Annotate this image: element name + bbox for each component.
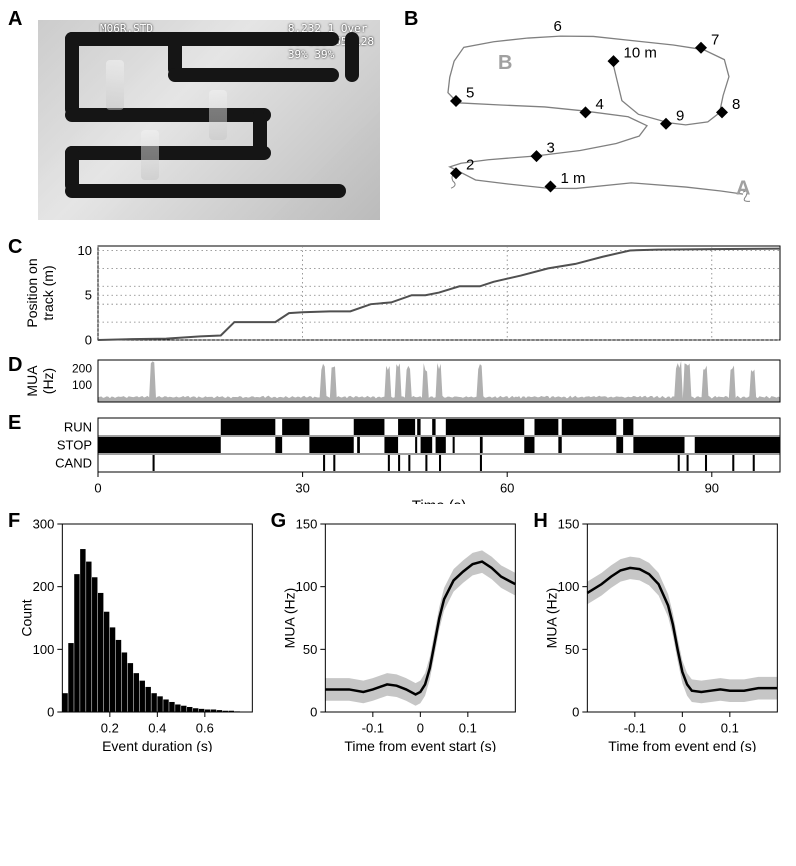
svg-text:0: 0 [679,721,686,736]
svg-text:7: 7 [711,31,719,48]
svg-text:60: 60 [500,481,514,496]
panel-D: D 100 200 MUA(Hz) [10,356,786,406]
panel-G-svg: -0.1 0 0.1 0 50 100 150 Time from event start (… [273,512,524,752]
svg-text:150: 150 [295,517,317,532]
svg-text:MUA (Hz): MUA (Hz) [544,588,560,649]
svg-text:(Hz): (Hz) [40,368,56,394]
panel-H: H -0.1 0 0.1 0 50 100 150 Time from event end (… [535,512,786,752]
svg-text:3: 3 [547,140,555,157]
svg-text:Time (s): Time (s) [412,498,466,505]
svg-text:200: 200 [33,579,55,594]
svg-text:8: 8 [732,96,740,113]
svg-text:Position on: Position on [24,258,40,327]
figure-grid: A M06R.STD 8.232 1 Over 78 123 65 128 39… [10,10,786,752]
panel-H-label: H [533,510,547,533]
svg-text:100: 100 [558,579,580,594]
svg-text:-0.1: -0.1 [361,721,383,736]
svg-text:MUA: MUA [24,365,40,397]
panel-D-svg: 100 200 MUA(Hz) [10,356,786,406]
svg-text:2: 2 [466,157,474,174]
svg-text:Time from event start (s): Time from event start (s) [344,738,496,752]
svg-text:9: 9 [676,107,684,124]
svg-text:10 m: 10 m [624,45,657,62]
panel-G-label: G [271,510,287,533]
panel-B-svg: 1 m 2 3 4 5 6 7 8 9 10 m A B [406,10,786,230]
svg-text:4: 4 [596,96,604,113]
svg-text:RUN: RUN [64,420,92,435]
panel-H-svg: -0.1 0 0.1 0 50 100 150 Time from event end (s)… [535,512,786,752]
panel-E-svg: RUN STOP CAND0 30 60 90 Time (s) [10,414,786,504]
svg-text:0: 0 [94,481,101,496]
panel-F: F 0.2 0.4 0.6 0 100 200 300 Event duration (s) C… [10,512,261,752]
panel-E: E RUN STOP CAND0 30 60 90 Time (s) [10,414,786,504]
svg-text:A: A [736,177,750,199]
panel-B: B 1 m 2 3 4 5 6 7 8 9 10 m A B [406,10,786,230]
panel-E-label: E [8,412,21,435]
panel-A-photo: M06R.STD 8.232 1 Over 78 123 65 128 39% … [38,20,380,220]
svg-text:0: 0 [310,705,317,720]
panel-B-label: B [404,8,418,31]
svg-text:150: 150 [558,517,580,532]
svg-text:300: 300 [33,517,55,532]
svg-text:0.6: 0.6 [196,721,214,736]
svg-text:-0.1: -0.1 [624,721,646,736]
svg-text:100: 100 [72,378,92,392]
svg-text:1 m: 1 m [561,170,586,187]
svg-text:0.2: 0.2 [101,721,119,736]
svg-text:6: 6 [554,18,562,35]
svg-text:MUA (Hz): MUA (Hz) [281,588,297,649]
svg-text:90: 90 [705,481,719,496]
svg-text:30: 30 [295,481,309,496]
svg-text:0.4: 0.4 [148,721,166,736]
svg-text:200: 200 [72,361,92,375]
row-FGH: F 0.2 0.4 0.6 0 100 200 300 Event duration (s) C… [10,512,786,752]
panel-F-svg: 0.2 0.4 0.6 0 100 200 300 Event duration (s) Cou… [10,512,261,752]
panel-F-label: F [8,510,20,533]
svg-text:0: 0 [416,721,423,736]
svg-text:0.1: 0.1 [721,721,739,736]
svg-text:0: 0 [47,705,54,720]
svg-text:50: 50 [565,642,579,657]
panel-A: A M06R.STD 8.232 1 Over 78 123 65 128 39… [10,10,390,230]
panel-C-label: C [8,236,22,259]
svg-text:Event duration (s): Event duration (s) [102,738,213,752]
svg-text:5: 5 [85,288,92,303]
svg-text:Time from event end (s): Time from event end (s) [609,738,757,752]
panel-G: G -0.1 0 0.1 0 50 100 150 Time from event start… [273,512,524,752]
svg-text:5: 5 [466,85,474,102]
svg-text:STOP: STOP [57,438,92,453]
svg-text:0.1: 0.1 [458,721,476,736]
svg-text:10: 10 [78,243,92,258]
panel-A-label: A [8,8,22,31]
svg-text:Count: Count [18,599,34,636]
svg-text:0: 0 [85,333,92,348]
svg-text:CAND: CAND [55,456,92,471]
svg-text:B: B [498,52,512,74]
panel-C: C 0 5 10 Position ontrack (m) [10,238,786,348]
svg-text:100: 100 [33,642,55,657]
panel-C-svg: 0 5 10 Position ontrack (m) [10,238,786,348]
svg-text:50: 50 [303,642,317,657]
svg-text:100: 100 [295,579,317,594]
svg-text:track (m): track (m) [40,265,56,320]
svg-text:0: 0 [572,705,579,720]
panel-D-label: D [8,354,22,377]
